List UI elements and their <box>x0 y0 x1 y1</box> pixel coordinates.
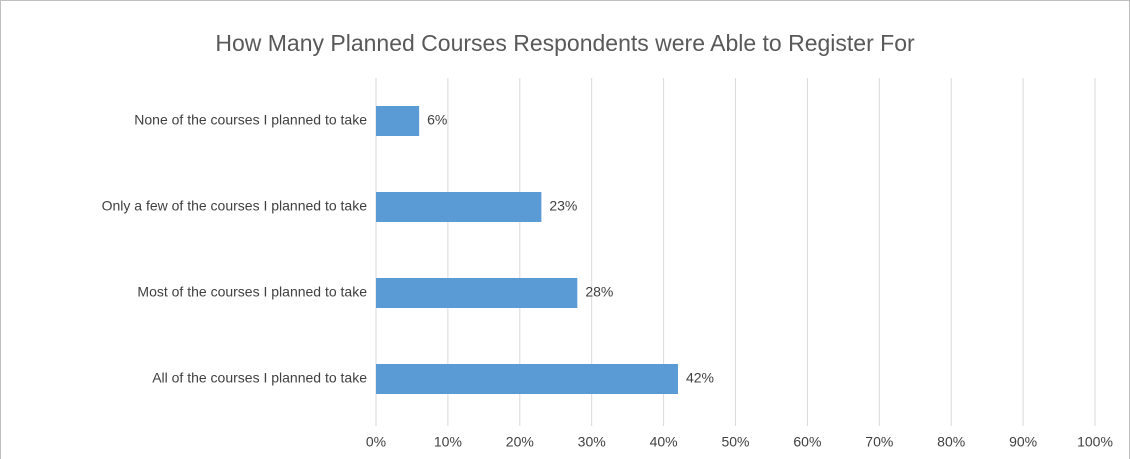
y-tick-label: Only a few of the courses I planned to t… <box>102 198 368 214</box>
bar <box>376 106 420 136</box>
x-tick-label: 0% <box>366 434 386 450</box>
x-tick-label: 80% <box>937 434 965 450</box>
data-label: 23% <box>549 198 577 214</box>
data-label: 6% <box>427 112 447 128</box>
x-tick-label: 50% <box>721 434 749 450</box>
y-tick-label: None of the courses I planned to take <box>134 112 367 128</box>
data-label: 42% <box>686 370 714 386</box>
bar <box>376 364 678 394</box>
bar <box>376 192 542 222</box>
x-tick-label: 60% <box>793 434 821 450</box>
x-tick-label: 100% <box>1077 434 1113 450</box>
x-tick-label: 20% <box>506 434 534 450</box>
x-tick-label: 10% <box>434 434 462 450</box>
bar <box>376 278 578 308</box>
chart-title: How Many Planned Courses Respondents wer… <box>215 30 915 56</box>
y-tick-label: Most of the courses I planned to take <box>137 284 367 300</box>
x-tick-label: 70% <box>865 434 893 450</box>
data-label: 28% <box>585 284 613 300</box>
x-tick-label: 30% <box>578 434 606 450</box>
x-tick-label: 90% <box>1009 434 1037 450</box>
x-tick-label: 40% <box>650 434 678 450</box>
y-tick-label: All of the courses I planned to take <box>152 370 367 386</box>
